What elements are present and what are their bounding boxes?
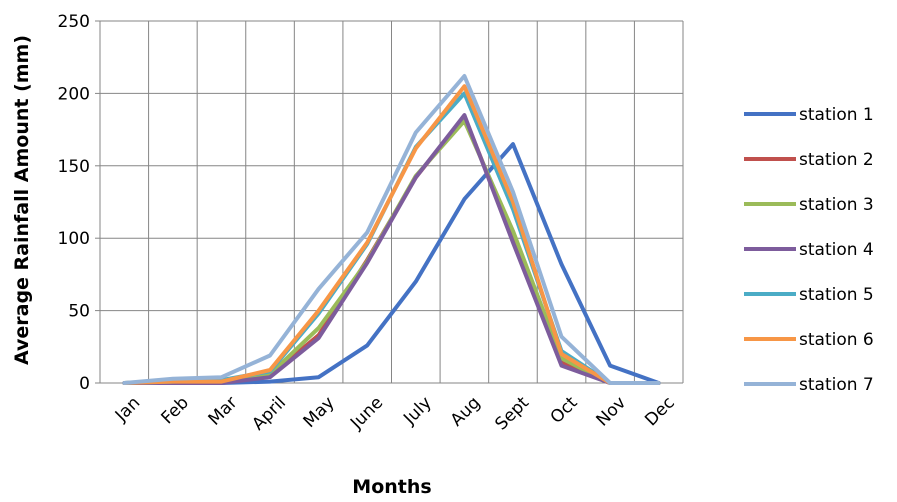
legend-label: station 7: [799, 375, 874, 395]
x-tick-label: Dec: [641, 393, 678, 430]
y-tick-label: 100: [58, 229, 90, 249]
x-tick-label: July: [399, 393, 435, 429]
legend-label: station 5: [799, 285, 874, 305]
legend-label: station 6: [799, 330, 874, 350]
x-tick-label: April: [248, 393, 290, 435]
series-line-6: [122, 84, 661, 385]
y-axis-title: Average Rainfall Amount (mm): [11, 35, 33, 365]
series-lines: [122, 74, 661, 385]
y-tick-label: 50: [68, 302, 90, 322]
x-tick-label: Feb: [157, 393, 192, 428]
legend-label: station 3: [799, 195, 874, 215]
y-tick-label: 150: [58, 157, 90, 177]
x-tick-label: Mar: [205, 393, 242, 430]
x-tick-labels: Jan Feb Mar April May June July Aug Sept Oct Nov De…: [111, 393, 679, 435]
x-axis-title: Months: [352, 476, 431, 498]
x-tick-label: Nov: [593, 393, 631, 431]
legend-label: station 4: [799, 240, 874, 260]
x-tick-label: June: [346, 393, 387, 434]
legend: station 1 station 2 station 3 station 4 stat…: [744, 105, 874, 395]
x-tick-label: Sept: [491, 393, 533, 435]
legend-label: station 1: [799, 105, 874, 125]
x-tick-label: Aug: [447, 393, 485, 431]
x-tick-label: Oct: [547, 393, 582, 428]
legend-label: station 2: [799, 150, 874, 170]
series-line-7: [122, 74, 661, 385]
y-tick-labels: 0 50 100 150 200 250: [58, 12, 90, 394]
x-tick-label: May: [300, 393, 339, 432]
y-tick-label: 200: [58, 84, 90, 104]
y-tick-label: 250: [58, 12, 90, 32]
gridlines: [95, 20, 684, 384]
y-tick-label: 0: [79, 374, 90, 394]
x-tick-label: Jan: [111, 393, 144, 426]
